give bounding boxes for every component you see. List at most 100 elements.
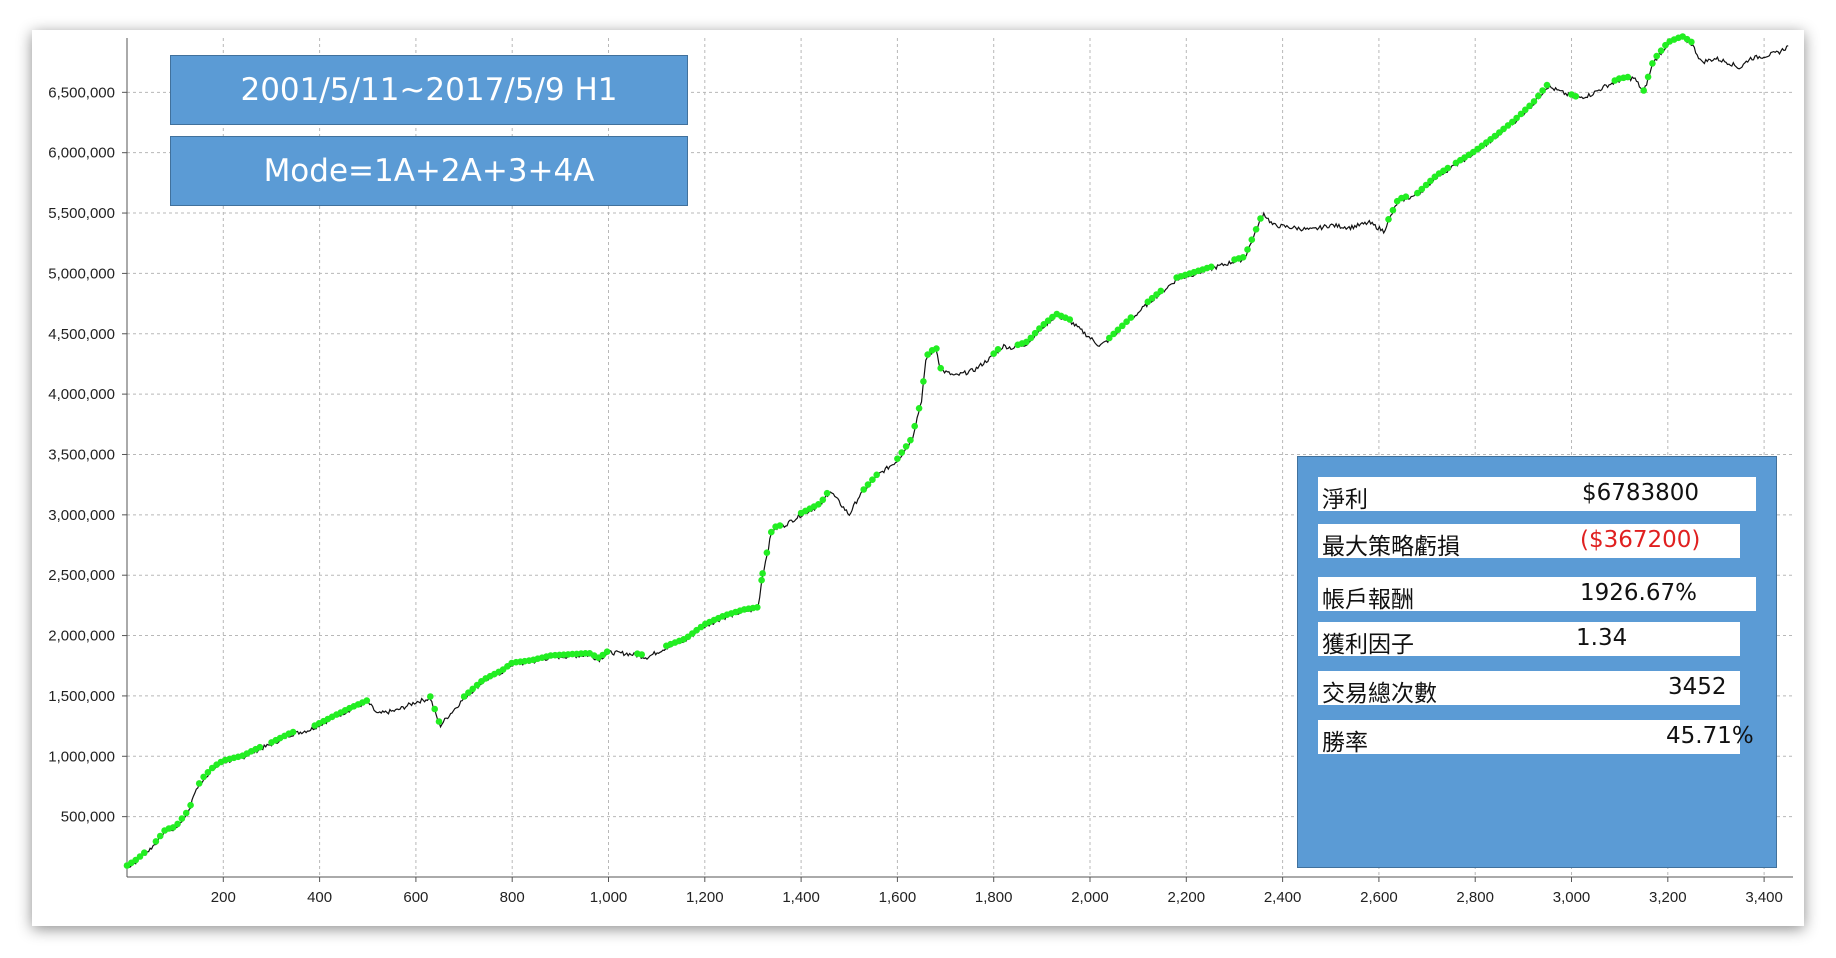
new-high-marker [937,364,944,372]
date-range-label: 2001/5/11~2017/5/9 H1 [170,55,688,125]
stat-row-account-return: 帳戶報酬 1926.67% [1318,577,1756,613]
new-high-marker [1522,106,1529,114]
y-tick-label: 5,000,000 [48,265,115,282]
new-high-marker [933,345,940,352]
x-tick-label: 2,600 [1360,889,1398,906]
y-tick-label: 4,000,000 [48,386,115,403]
x-tick-label: 1,000 [590,889,628,906]
new-high-marker [1649,60,1656,67]
new-high-marker [289,728,297,736]
y-tick-label: 4,500,000 [48,326,115,343]
new-high-marker [907,436,914,444]
new-high-marker [1491,132,1499,140]
new-high-marker [1027,334,1035,342]
new-high-marker [1257,215,1264,222]
new-high-marker [174,820,181,828]
new-high-marker [603,648,611,655]
new-high-marker [1110,330,1117,338]
stat-row-profit-factor: 獲利因子 1.34 [1318,622,1740,658]
stat-value: 3452 [1668,674,1727,700]
new-high-marker [1543,81,1551,89]
new-high-marker [465,689,472,696]
new-high-marker [1106,334,1113,342]
new-high-marker [902,443,910,450]
y-tick-label: 6,000,000 [48,145,115,162]
x-tick-label: 400 [307,889,332,906]
new-high-marker [915,405,923,412]
x-tick-label: 1,200 [686,889,724,906]
new-high-marker [1252,226,1260,233]
new-high-marker [763,549,771,556]
new-high-marker [427,693,434,700]
new-high-marker [1509,118,1516,126]
y-tick-label: 3,000,000 [48,507,115,524]
new-high-marker [754,604,761,611]
new-high-marker [815,501,822,508]
new-high-marker [898,449,905,456]
new-high-marker [156,832,164,840]
new-high-marker [1123,318,1130,326]
new-high-marker [1031,329,1039,337]
new-high-marker [1066,316,1074,323]
new-high-marker [1418,185,1426,193]
new-high-marker [1662,41,1669,49]
stat-label: 最大策略虧損 [1322,534,1460,560]
stat-value: $6783800 [1582,480,1700,506]
x-tick-label: 2,000 [1071,889,1109,906]
new-high-marker [869,476,876,484]
new-high-markers [123,33,1695,869]
new-high-marker [1385,216,1392,223]
x-tick-label: 2,200 [1168,889,1206,906]
new-high-marker [169,824,177,831]
new-high-marker [1244,246,1251,253]
new-high-marker [1539,87,1546,94]
new-high-marker [759,570,766,577]
new-high-marker [1657,47,1665,54]
stat-value: ($367200) [1580,527,1701,553]
new-high-marker [200,773,207,781]
new-high-marker [994,346,1002,353]
x-tick-label: 200 [211,889,236,906]
new-high-marker [1535,92,1542,100]
mode-label: Mode=1A+2A+3+4A [170,136,688,206]
new-high-marker [1148,294,1156,302]
stat-label: 淨利 [1322,487,1368,513]
axes [122,38,1793,882]
new-high-marker [256,743,264,751]
new-high-marker [758,576,765,584]
new-high-marker [819,496,827,504]
new-high-marker [1402,193,1410,200]
x-tick-label: 800 [500,889,525,906]
new-high-marker [1422,181,1430,189]
new-high-marker [1114,326,1122,334]
new-high-marker [1517,110,1525,118]
y-tick-label: 1,500,000 [48,688,115,705]
stat-row-max-drawdown: 最大策略虧損 ($367200) [1318,524,1740,560]
new-high-marker [1653,52,1660,60]
x-tick-label: 1,400 [782,889,820,906]
new-high-marker [1530,98,1538,105]
stat-label: 獲利因子 [1322,632,1414,658]
new-high-marker [1023,338,1030,346]
new-high-marker [1119,322,1126,330]
new-high-marker [1389,206,1397,214]
new-high-marker [469,685,477,693]
x-tick-label: 1,600 [879,889,917,906]
new-high-marker [1036,325,1043,332]
new-high-marker [990,350,997,358]
new-high-marker [473,681,481,689]
new-high-marker [136,853,144,860]
new-high-marker [204,769,212,776]
stat-value: 45.71% [1666,723,1754,749]
stat-label: 交易總次數 [1322,681,1437,707]
x-tick-label: 2,400 [1264,889,1302,906]
tick-labels: 200 400 600 800 1,000 1,200 1,400 1,600 1,800 2,0… [48,84,1783,906]
new-high-marker [1444,164,1452,172]
y-tick-label: 3,500,000 [48,446,115,463]
new-high-marker [1239,254,1247,261]
new-high-marker [195,780,203,787]
x-tick-label: 1,800 [975,889,1013,906]
y-tick-label: 2,500,000 [48,567,115,584]
new-high-marker [860,486,867,493]
y-tick-label: 6,500,000 [48,84,115,101]
